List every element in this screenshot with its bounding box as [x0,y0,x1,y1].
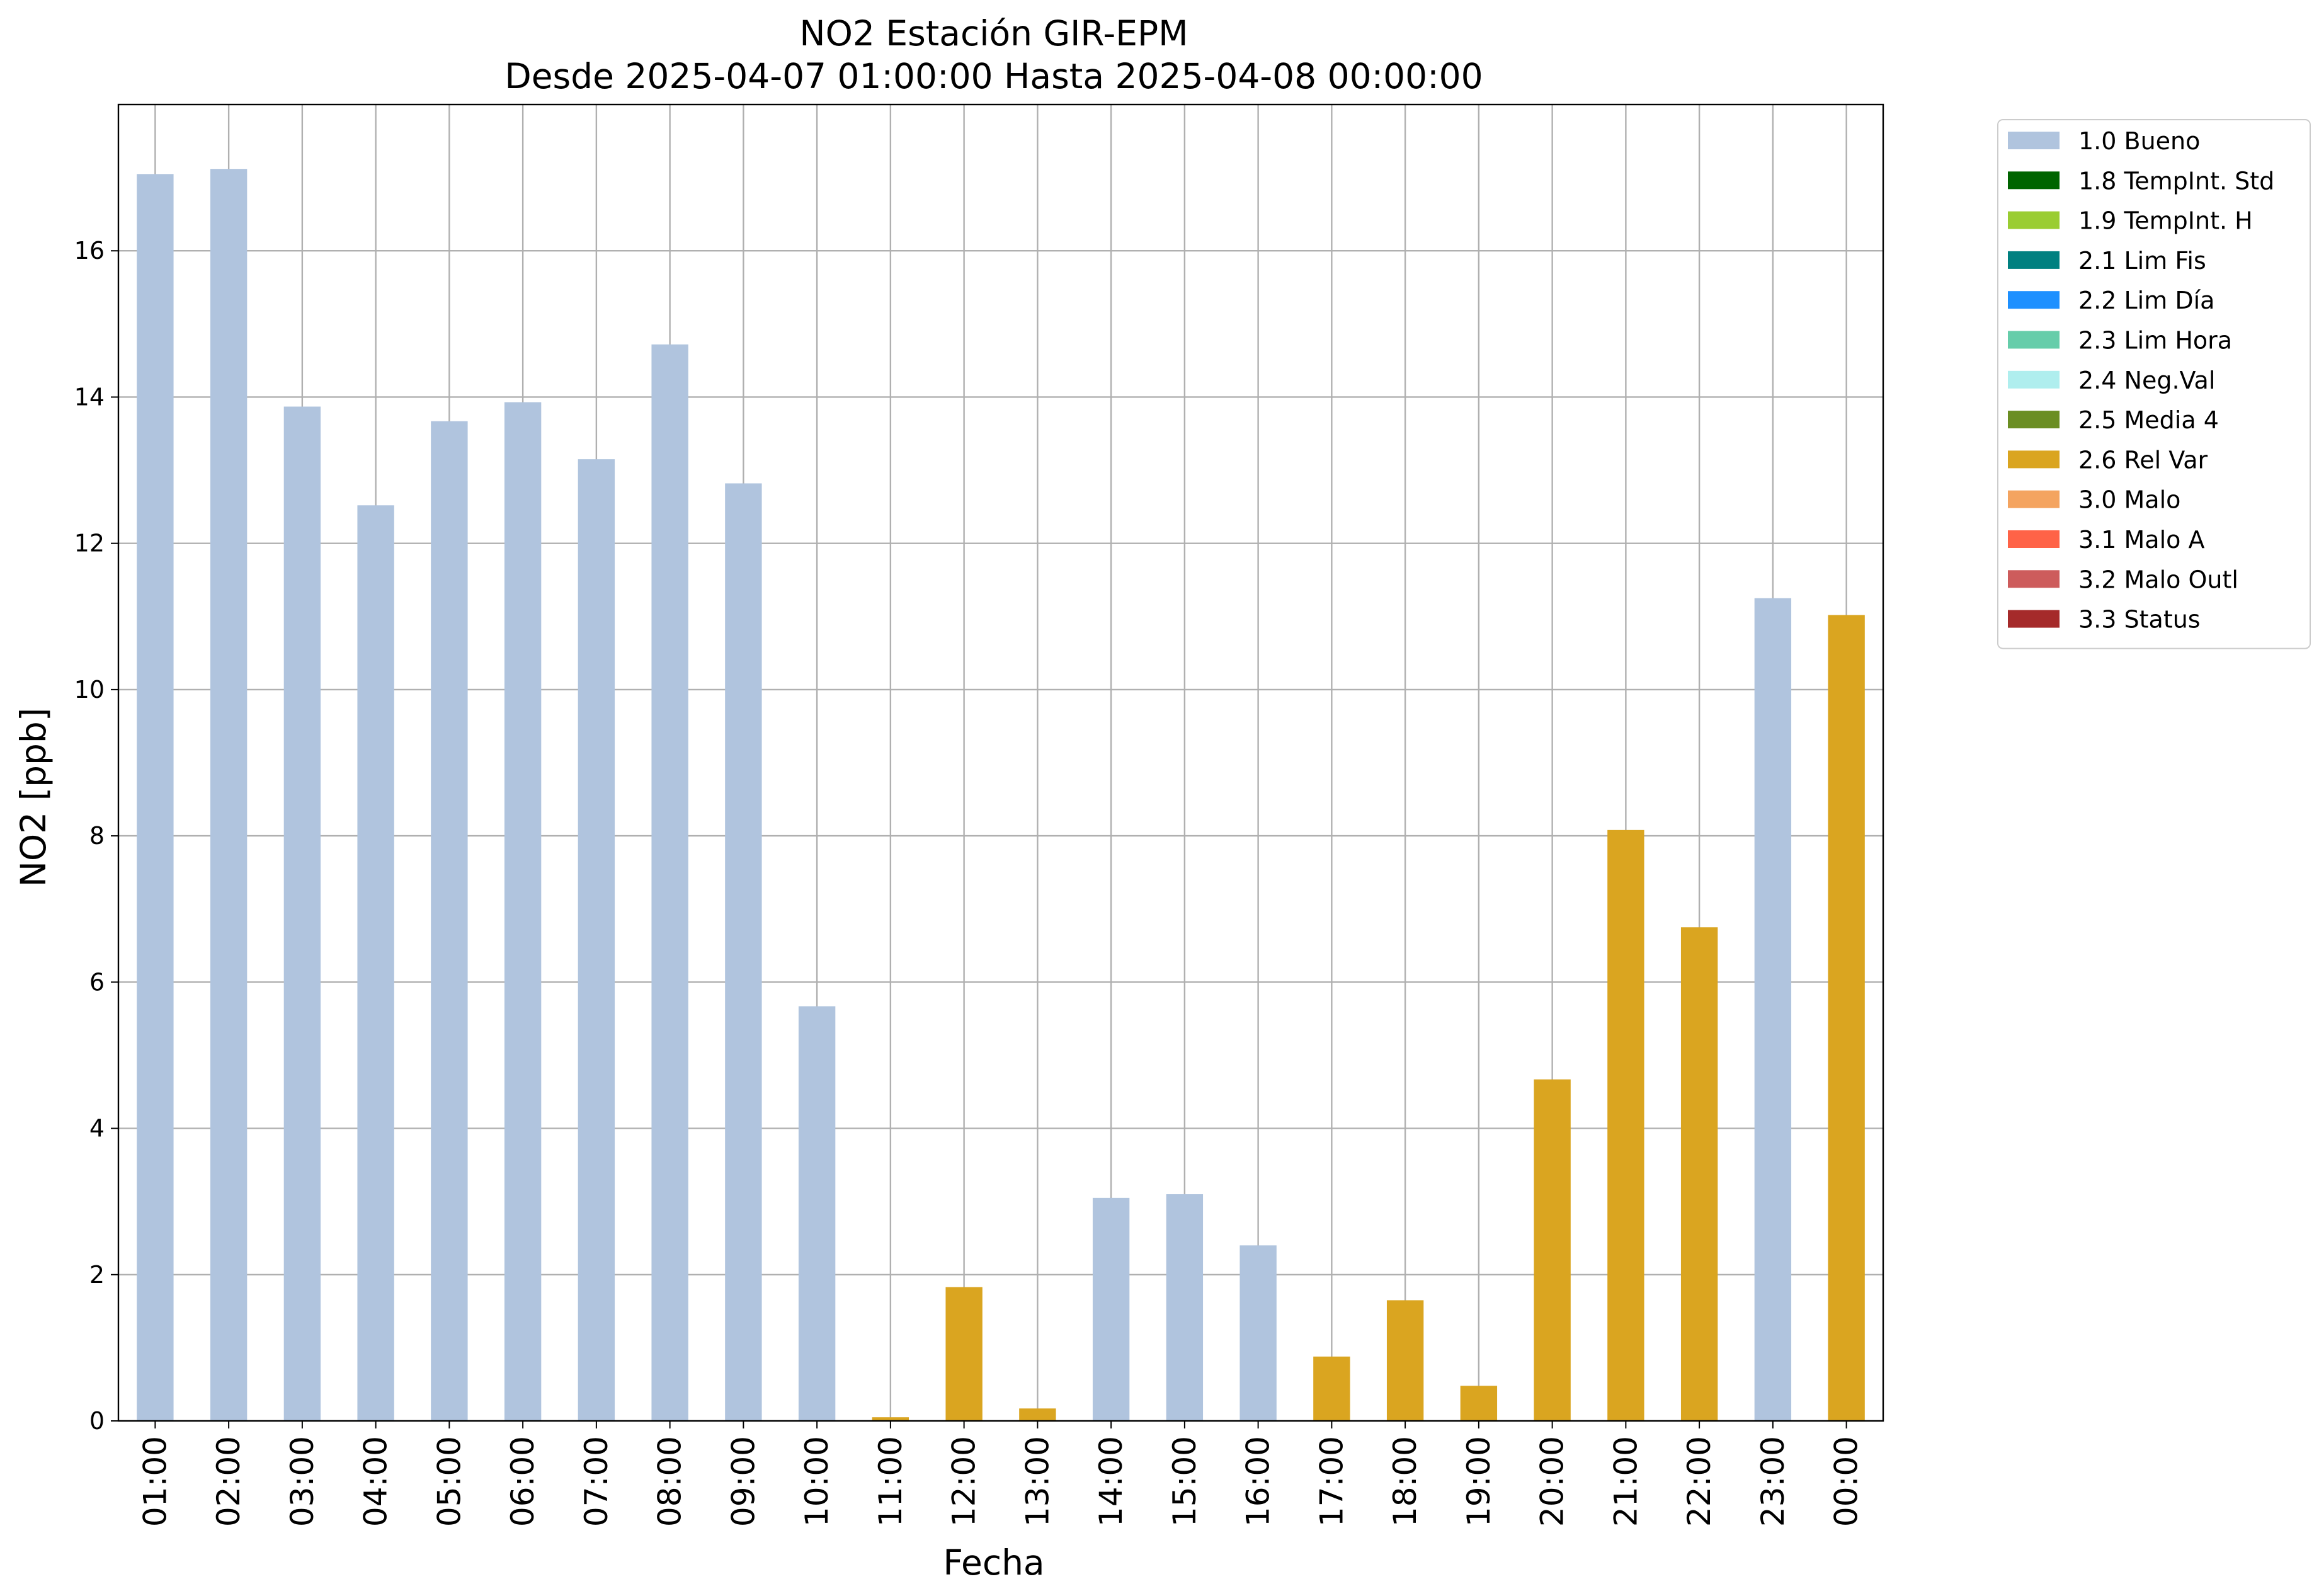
bar-05:00 [431,421,468,1421]
y-tick-label: 2 [89,1261,105,1289]
legend-label: 2.2 Lim Día [2078,287,2214,314]
legend-label: 2.1 Lim Fis [2078,247,2206,275]
legend-swatch [2008,530,2060,548]
legend-box [1997,119,2311,649]
legend-label: 1.0 Bueno [2078,127,2200,155]
x-tick-label: 13:00 [1019,1436,1056,1527]
legend-label: 2.4 Neg.Val [2078,367,2215,394]
x-tick-label: 23:00 [1755,1436,1791,1527]
legend-label: 3.3 Status [2078,606,2201,634]
x-tick-label: 10:00 [799,1436,835,1527]
bar-18:00 [1386,1300,1424,1421]
plot-frame [117,103,1884,1422]
y-tick-label: 0 [89,1407,105,1435]
legend-label: 1.8 TempInt. Std [2078,167,2274,195]
legend-label: 2.5 Media 4 [2078,406,2219,434]
legend-swatch [2008,610,2060,628]
legend-swatch [2008,331,2060,349]
bar-14:00 [1092,1197,1130,1421]
bar-19:00 [1460,1386,1498,1421]
bar-06:00 [504,402,542,1421]
legend-label: 1.9 TempInt. H [2078,207,2253,235]
x-tick-label: 11:00 [872,1436,909,1527]
bar-10:00 [798,1006,836,1421]
bar-16:00 [1239,1245,1277,1421]
chart-subtitle: Desde 2025-04-07 01:00:00 Hasta 2025-04-… [504,56,1483,96]
legend-label: 3.2 Malo Outl [2078,566,2238,593]
y-tick-label: 8 [89,822,105,850]
x-tick-label: 09:00 [725,1436,761,1527]
legend-swatch [2008,291,2060,309]
x-tick-label: 06:00 [504,1436,541,1527]
legend-swatch [2008,411,2060,429]
bar-01:00 [137,174,174,1421]
bar-11:00 [872,1417,909,1421]
x-axis-label: Fecha [943,1542,1044,1583]
chart-title: NO2 Estación GIR-EPM [799,13,1188,54]
x-tick-label: 18:00 [1387,1436,1423,1527]
legend-label: 2.3 Lim Hora [2078,327,2232,355]
bar-20:00 [1534,1079,1571,1421]
legend: 1.0 Bueno 1.8 TempInt. Std 1.9 TempInt. H 2… [1997,119,2311,649]
bar-08:00 [651,344,688,1421]
x-tick-label: 21:00 [1607,1436,1644,1527]
bar-13:00 [1019,1408,1056,1421]
x-tick-label: 15:00 [1166,1436,1203,1527]
bar-03:00 [283,406,321,1422]
legend-label: 2.6 Rel Var [2078,446,2208,474]
bar-09:00 [725,483,762,1421]
legend-swatch [2008,570,2060,588]
bar-21:00 [1607,829,1644,1421]
legend-swatch [2008,490,2060,508]
x-tick-label: 17:00 [1313,1436,1350,1527]
x-tick-label: 05:00 [431,1436,467,1527]
y-tick-label: 16 [74,237,105,265]
bar-12:00 [945,1287,983,1421]
x-tick-label: 02:00 [210,1436,247,1527]
x-tick-label: 03:00 [284,1436,321,1527]
x-tick-label: 20:00 [1534,1436,1571,1527]
x-tick-labels: 01:00 02:00 03:00 04:00 05:00 06:00 07:00 08:00… [137,1436,1864,1527]
bar-15:00 [1166,1194,1204,1421]
y-tick-label: 12 [74,530,105,557]
bar-23:00 [1754,598,1792,1421]
x-tick-label: 22:00 [1681,1436,1718,1527]
y-tick-label: 4 [89,1115,105,1143]
bar-04:00 [357,505,394,1422]
y-tick-label: 14 [74,383,105,411]
legend-swatch [2008,132,2060,149]
x-tick-label: 08:00 [652,1436,688,1527]
x-tick-label: 00:00 [1828,1436,1865,1527]
legend-swatch [2008,370,2060,389]
x-tick-label: 16:00 [1240,1436,1277,1527]
bar-22:00 [1680,927,1718,1421]
y-tick-labels: 0 2 4 6 8 10 12 14 16 [74,237,105,1435]
legend-swatch [2008,171,2060,190]
bar-07:00 [578,459,615,1421]
y-tick-label: 6 [89,968,105,996]
y-axis-label: NO2 [ppb] [13,708,54,887]
legend-label: 3.1 Malo A [2078,526,2204,554]
y-tick-label: 10 [74,676,105,704]
legend-swatch [2008,450,2060,469]
x-tick-label: 12:00 [946,1436,983,1527]
bars [137,169,1865,1422]
x-tick-label: 04:00 [358,1436,394,1527]
axes [111,103,1884,1428]
bar-02:00 [210,169,248,1422]
legend-label: 3.0 Malo [2078,486,2180,514]
bar-00:00 [1828,615,1865,1421]
legend-swatch [2008,211,2060,229]
x-tick-label: 07:00 [578,1436,615,1527]
x-tick-label: 14:00 [1093,1436,1129,1527]
x-tick-label: 19:00 [1461,1436,1497,1527]
legend-swatch [2008,251,2060,269]
x-tick-label: 01:00 [137,1436,173,1527]
bar-17:00 [1313,1356,1350,1421]
